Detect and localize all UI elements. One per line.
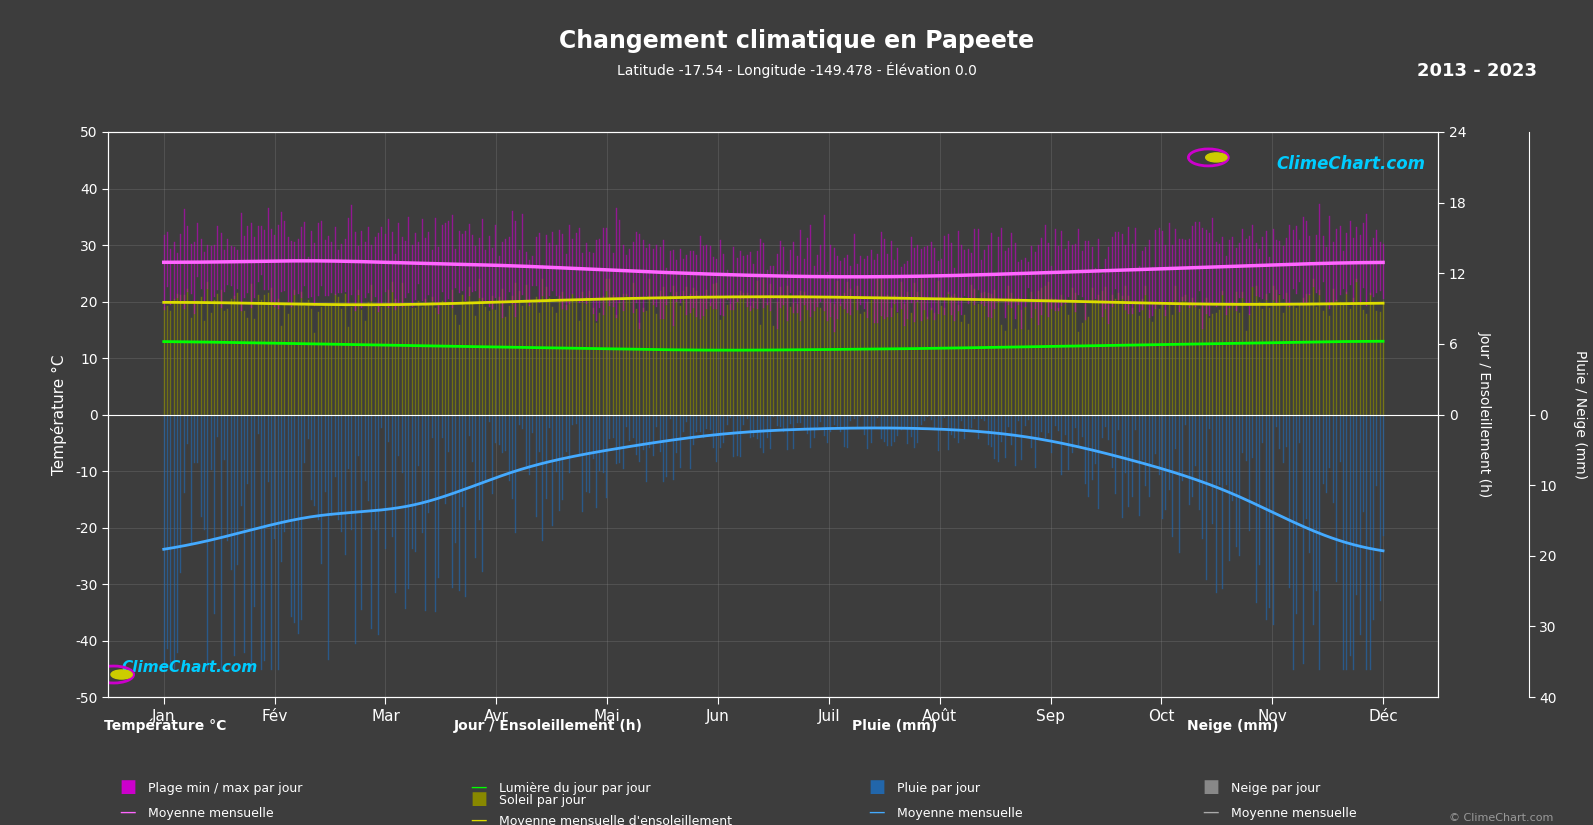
Text: Soleil par jour: Soleil par jour: [499, 794, 585, 808]
Text: Lumière du jour par jour: Lumière du jour par jour: [499, 782, 650, 795]
Circle shape: [1206, 153, 1227, 162]
Text: Moyenne mensuelle: Moyenne mensuelle: [1231, 807, 1357, 820]
Text: ■: ■: [470, 790, 487, 808]
Text: Pluie par jour: Pluie par jour: [897, 782, 980, 795]
Y-axis label: Pluie / Neige (mm): Pluie / Neige (mm): [1574, 350, 1587, 479]
Text: —: —: [1203, 803, 1219, 821]
Text: Neige par jour: Neige par jour: [1231, 782, 1321, 795]
Text: ■: ■: [119, 778, 137, 796]
Text: ClimeChart.com: ClimeChart.com: [121, 659, 258, 675]
Y-axis label: Jour / Ensoleillement (h): Jour / Ensoleillement (h): [1478, 332, 1491, 497]
Text: —: —: [470, 811, 486, 825]
Text: Moyenne mensuelle: Moyenne mensuelle: [148, 807, 274, 820]
Text: ■: ■: [1203, 778, 1220, 796]
Text: Plage min / max par jour: Plage min / max par jour: [148, 782, 303, 795]
Text: —: —: [470, 778, 486, 796]
Text: Température °C: Température °C: [104, 719, 226, 733]
Text: ■: ■: [868, 778, 886, 796]
Text: Jour / Ensoleillement (h): Jour / Ensoleillement (h): [454, 719, 644, 733]
Text: Changement climatique en Papeete: Changement climatique en Papeete: [559, 29, 1034, 53]
Text: Moyenne mensuelle: Moyenne mensuelle: [897, 807, 1023, 820]
Text: —: —: [119, 803, 135, 821]
Text: Moyenne mensuelle d'ensoleillement: Moyenne mensuelle d'ensoleillement: [499, 815, 731, 825]
Text: Latitude -17.54 - Longitude -149.478 - Élévation 0.0: Latitude -17.54 - Longitude -149.478 - É…: [616, 62, 977, 78]
Y-axis label: Température °C: Température °C: [51, 354, 67, 475]
Text: —: —: [868, 803, 884, 821]
Text: © ClimeChart.com: © ClimeChart.com: [1448, 813, 1553, 823]
Text: Pluie (mm): Pluie (mm): [852, 719, 938, 733]
Text: Neige (mm): Neige (mm): [1187, 719, 1278, 733]
Circle shape: [112, 670, 132, 679]
Text: 2013 - 2023: 2013 - 2023: [1418, 62, 1537, 80]
Text: ClimeChart.com: ClimeChart.com: [1276, 154, 1426, 172]
